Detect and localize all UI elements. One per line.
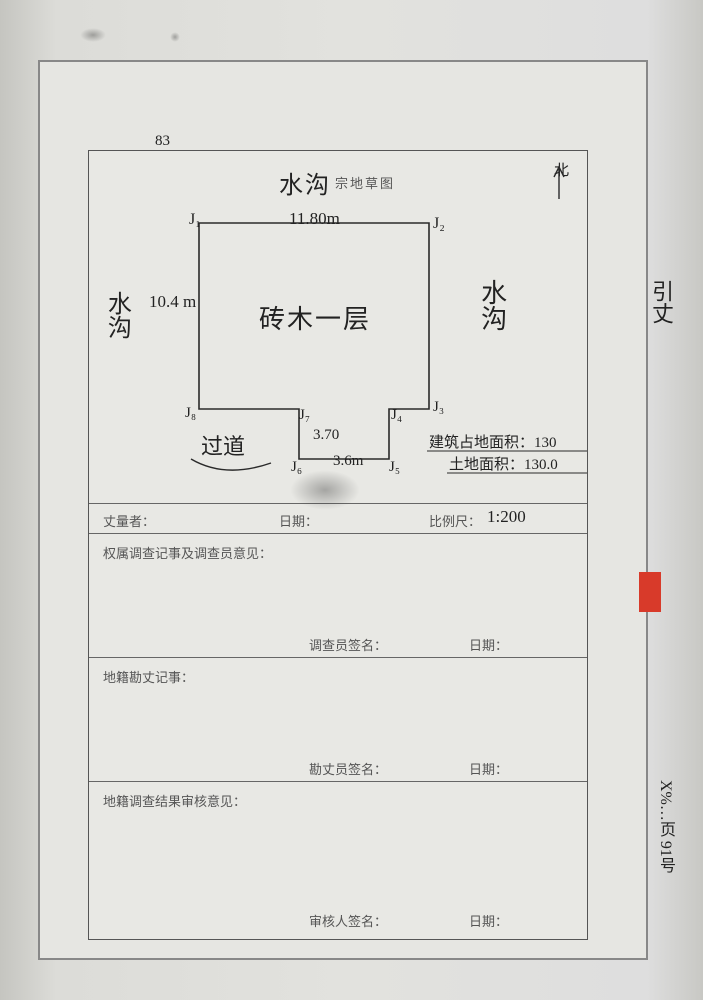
dim-notch-h: 3.70 [313,427,339,444]
right-boundary-label: 水沟 [477,279,506,331]
corner-j8: J₈ [185,405,196,422]
opinion2-date: 日期： [469,759,508,778]
margin-note-upper: 引丈 [645,280,677,324]
corner-j2: J₂ [433,215,445,233]
corner-j1: J₁ [189,211,201,229]
measure-date-label: 日期： [279,511,318,530]
margin-note-lower: X%…页 91号 [653,780,677,873]
form-page: 83 水沟 宗地草图 北 J₁ J₂ J₃ J₄ J₅ J₆ J₇ J₈ 11.… [88,150,588,940]
area-underline2 [447,471,597,477]
corner-j4: J₄ [391,407,402,424]
red-tab-mark [639,572,661,612]
corner-j3: J₃ [433,399,444,416]
corner-j5: J₅ [389,459,400,476]
scale-label: 比例尺： [429,511,481,530]
dim-top: 11.80m [289,209,340,229]
divider-4 [89,781,587,782]
ink-smudge [290,470,360,510]
opinion3-date: 日期： [469,911,508,930]
surveyor-label: 丈量者： [103,511,155,530]
opinion1-title: 权属调查记事及调查员意见： [103,543,272,562]
scan-smudge [80,28,106,42]
left-boundary-label: 水沟 [103,291,129,339]
building-type-label: 砖木一层 [259,299,371,336]
opinion1-date: 日期： [469,635,508,654]
opinion3-title: 地籍调查结果审核意见： [103,791,246,810]
dim-left: 10.4 m [149,293,196,310]
divider-2 [89,533,587,534]
opinion2-sign: 勘丈员签名： [309,759,387,778]
corner-j7: J₇ [299,407,310,424]
area-underline1 [427,449,597,455]
opinion3-sign: 审核人签名： [309,911,387,930]
opinion2-title: 地籍勘丈记事： [103,667,194,686]
page-number: 83 [155,133,170,150]
opinion1-sign: 调查员签名： [309,635,387,654]
scan-dot [170,32,180,42]
divider-3 [89,657,587,658]
scale-value: 1:200 [487,507,526,527]
